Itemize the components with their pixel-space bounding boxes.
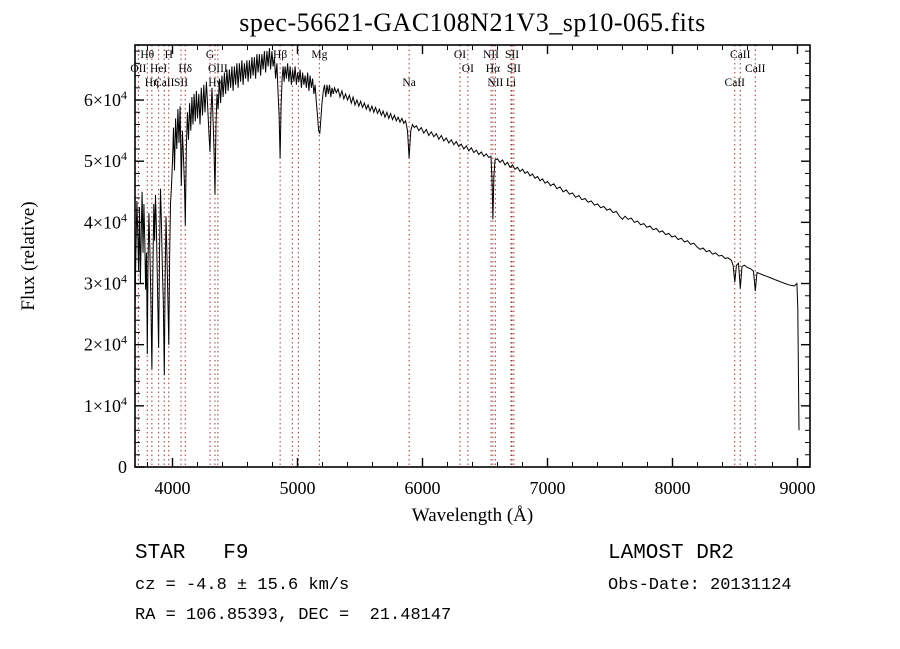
- y-tick-label: 2×104: [84, 333, 127, 355]
- x-tick-label: 4000: [155, 478, 191, 498]
- spectral-line-label: OIII: [208, 63, 228, 75]
- spectral-line-label: CaII: [154, 77, 175, 89]
- x-tick-label: 6000: [405, 478, 441, 498]
- spectral-line-label: H: [165, 49, 173, 61]
- y-tick-label: 3×104: [84, 272, 127, 294]
- y-tick-label: 5×104: [84, 149, 127, 171]
- spectral-line-label: Hα: [486, 63, 500, 75]
- x-axis-label: Wavelength (Å): [412, 505, 533, 526]
- spectral-line-label: OI: [462, 63, 474, 75]
- y-tick-label: 0: [118, 457, 127, 477]
- spectral-line-label: OII: [130, 63, 146, 75]
- y-tick-label: 6×104: [84, 88, 127, 110]
- x-tick-label: 9000: [780, 478, 816, 498]
- spectral-line-label: Hθ: [140, 49, 154, 61]
- spectral-line-label: SII: [174, 77, 188, 89]
- spectral-line-label: Hβ: [273, 49, 287, 61]
- spectral-line-label: Hδ: [178, 63, 192, 75]
- spectral-line-label: CaII: [745, 63, 766, 75]
- ra-dec-value: RA = 106.85393, DEC = 21.48147: [135, 606, 452, 625]
- spectral-line-label: NII: [483, 49, 499, 61]
- cz-value: cz = -4.8 ± 15.6 km/s: [135, 576, 350, 595]
- spectral-line-label: HeI: [150, 63, 167, 75]
- spectral-line-label: Hγ: [208, 77, 221, 89]
- x-tick-label: 7000: [530, 478, 566, 498]
- spectral-line-label: NII: [487, 77, 503, 89]
- classification-label: STAR F9: [135, 542, 249, 565]
- spectral-line-label: Mg: [311, 49, 327, 61]
- spectrum-trace: [134, 48, 800, 431]
- x-tick-label: 5000: [280, 478, 316, 498]
- spectral-line-label: CaII: [730, 49, 751, 61]
- spectral-line-label: Li: [506, 77, 516, 89]
- y-tick-label: 4×104: [84, 210, 127, 232]
- obs-date-label: Obs-Date: 20131124: [608, 576, 792, 595]
- y-tick-label: 1×104: [84, 394, 127, 416]
- x-tick-label: 8000: [655, 478, 691, 498]
- spectral-line-label: Hη: [145, 77, 159, 89]
- plot-title: spec-56621-GAC108N21V3_sp10-065.fits: [239, 8, 706, 37]
- spectral-line-label: OI: [454, 49, 466, 61]
- survey-label: LAMOST DR2: [608, 542, 735, 565]
- y-axis-label: Flux (relative): [18, 201, 39, 310]
- spectral-line-label: G: [206, 49, 214, 61]
- spectral-line-label: SII: [505, 49, 519, 61]
- spectral-line-label: Na: [402, 77, 415, 89]
- plot-frame: [134, 44, 811, 468]
- spectral-line-label: CaII: [725, 77, 746, 89]
- spectral-line-label: SII: [507, 63, 521, 75]
